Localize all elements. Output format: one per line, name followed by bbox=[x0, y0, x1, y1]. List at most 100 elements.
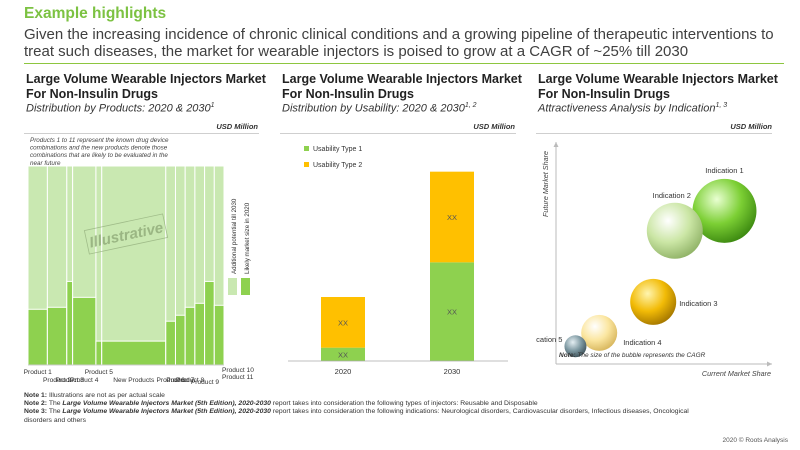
bar-2020-12 bbox=[213, 304, 225, 366]
bubble-label-1: Indication 1 bbox=[705, 166, 743, 175]
right-panel-unit: USD Million bbox=[730, 122, 772, 131]
tick-label-3: Product 3 bbox=[56, 377, 85, 384]
note-3-pre: The bbox=[48, 408, 61, 416]
middle-panel-subtitle: Distribution by Usability: 2020 & 20301,… bbox=[282, 102, 477, 115]
chart-annotation: Products 1 to 11 represent the known dru… bbox=[30, 137, 169, 167]
bar-2030-type-2 bbox=[430, 171, 474, 263]
x-axis-label: Current Market Share bbox=[702, 369, 771, 378]
note-1-text: Illustrations are not as per actual scal… bbox=[48, 392, 165, 399]
tick-label-6: New Products bbox=[113, 377, 155, 384]
note-2: Note 2: The Large Volume Wearable Inject… bbox=[24, 400, 714, 408]
tick-label-11: Product 10 bbox=[222, 367, 254, 374]
bar-2020-5 bbox=[95, 340, 103, 366]
notes: Note 1: Illustrations are not as per act… bbox=[24, 392, 714, 425]
tick-label-12: Product 11 bbox=[222, 374, 254, 381]
bar-2030-6 bbox=[101, 165, 167, 366]
right-panel-frame bbox=[536, 133, 772, 134]
tick-label-5: Product 5 bbox=[85, 369, 114, 376]
legend-swatch-type-1 bbox=[304, 146, 309, 151]
legend-label-type-1: Usability Type 1 bbox=[313, 146, 362, 153]
bar-2020-1 bbox=[27, 308, 48, 366]
bar-2020-9 bbox=[184, 306, 196, 366]
data-label-2030-type-2: XX bbox=[447, 213, 457, 222]
bubble-label-5: Indication 5 bbox=[536, 335, 562, 344]
indication-chart: Current Market Share Future Market Share I… bbox=[536, 142, 772, 378]
usability-chart: Usability Type 1 Usability Type 2 XX XX 2020… bbox=[288, 146, 508, 376]
left-panel-subtitle-text: Distribution by Products: 2020 & 2030 bbox=[26, 102, 211, 115]
middle-panel-subtitle-text: Distribution by Usability: 2020 & 2030 bbox=[282, 102, 465, 115]
data-label-2020-type-2: XX bbox=[338, 318, 348, 327]
left-panel-subtitle-sup: 1 bbox=[210, 102, 215, 109]
tick-label-2: Product 2 bbox=[43, 377, 72, 384]
copyright-footer: 2020 © Roots Analysis bbox=[722, 437, 789, 444]
legend-label-type-2: Usability Type 2 bbox=[313, 162, 362, 169]
left-panel-title: Large Volume Wearable Injectors Market F… bbox=[26, 72, 266, 101]
bar-2030-5 bbox=[95, 165, 103, 366]
tick-label-10: Product 9 bbox=[191, 379, 220, 386]
bubble-size-note: Note: The size of the bubble represents … bbox=[559, 352, 706, 359]
bar-2020-4 bbox=[72, 296, 97, 366]
bar-2020-10 bbox=[194, 302, 206, 366]
bar-2020-type-1 bbox=[321, 347, 365, 361]
middle-panel-unit: USD Million bbox=[473, 122, 515, 131]
header-divider bbox=[24, 63, 784, 64]
section-title: Example highlights bbox=[24, 5, 167, 22]
left-panel-frame bbox=[24, 133, 259, 134]
legend-swatch-2030 bbox=[228, 278, 237, 295]
tick-label-2020: 2020 bbox=[335, 367, 352, 376]
left-panel-unit: USD Million bbox=[216, 122, 258, 131]
bubble-1 bbox=[692, 178, 757, 243]
data-label-2030-type-1: XX bbox=[447, 308, 457, 317]
tick-label-9: Product 8 bbox=[176, 377, 205, 384]
tick-label-8: Product 7 bbox=[166, 377, 195, 384]
bar-2020-8 bbox=[174, 314, 186, 366]
right-panel-subtitle: Attractiveness Analysis by Indication1, … bbox=[538, 102, 727, 115]
bar-2020-type-2 bbox=[321, 297, 365, 348]
bubble-label-4: Indication 4 bbox=[623, 338, 661, 347]
tick-label-2030: 2030 bbox=[444, 367, 461, 376]
watermark-frame bbox=[83, 213, 169, 255]
bar-2020-2 bbox=[46, 306, 68, 366]
bar-2020-3 bbox=[66, 280, 74, 366]
note-2-text: report takes into consideration the foll… bbox=[272, 400, 538, 408]
note-1-label: Note 1: bbox=[24, 392, 48, 399]
middle-panel-frame bbox=[280, 133, 516, 134]
right-panel-subtitle-sup: 1, 3 bbox=[715, 102, 728, 109]
legend-swatch-2020 bbox=[241, 278, 250, 295]
y-axis-arrow bbox=[553, 142, 559, 147]
x-axis-arrow bbox=[767, 361, 772, 367]
middle-panel-subtitle-sup: 1, 2 bbox=[464, 102, 477, 109]
note-2-report-title: Large Volume Wearable Injectors Market (… bbox=[62, 400, 271, 408]
legend-label-2020: Likely market size in 2020 bbox=[244, 202, 251, 274]
middle-panel-title: Large Volume Wearable Injectors Market F… bbox=[282, 72, 522, 101]
bubble-3 bbox=[630, 278, 677, 325]
headline-text: Given the increasing incidence of chroni… bbox=[24, 26, 774, 60]
note-3-label: Note 3: bbox=[24, 408, 48, 416]
legend-swatch-type-2 bbox=[304, 162, 309, 167]
tick-label-7: Product 6 bbox=[157, 377, 186, 384]
right-panel-subtitle-text: Attractiveness Analysis by Indication bbox=[538, 102, 716, 115]
bubble-label-2: Indication 2 bbox=[653, 191, 691, 200]
bar-2020-11 bbox=[204, 280, 215, 366]
note-3: Note 3: The Large Volume Wearable Inject… bbox=[24, 408, 714, 424]
bubble-2 bbox=[646, 202, 703, 259]
tick-label-1: Product 1 bbox=[24, 369, 52, 376]
note-3-text: report takes into consideration the foll… bbox=[24, 408, 689, 424]
note-3-report-title: Large Volume Wearable Injectors Market (… bbox=[62, 408, 271, 416]
bar-2030-type-1 bbox=[430, 262, 474, 361]
bar-2020-6 bbox=[101, 340, 167, 366]
tick-label-4: Product 4 bbox=[70, 377, 99, 384]
legend-label-2030: Additional potential till 2030 bbox=[231, 198, 238, 274]
y-axis-label: Future Market Share bbox=[541, 151, 550, 217]
bubble-label-3: Indication 3 bbox=[679, 299, 717, 308]
note-2-label: Note 2: bbox=[24, 400, 48, 408]
data-label-2020-type-1: XX bbox=[338, 350, 348, 359]
right-panel-title: Large Volume Wearable Injectors Market F… bbox=[538, 72, 778, 101]
bubble-5 bbox=[564, 335, 587, 358]
left-panel-subtitle: Distribution by Products: 2020 & 20301 bbox=[26, 102, 215, 115]
bubble-4 bbox=[581, 314, 618, 351]
note-2-pre: The bbox=[48, 400, 61, 408]
bar-2020-7 bbox=[165, 320, 176, 366]
note-1: Note 1: Illustrations are not as per act… bbox=[24, 392, 714, 400]
